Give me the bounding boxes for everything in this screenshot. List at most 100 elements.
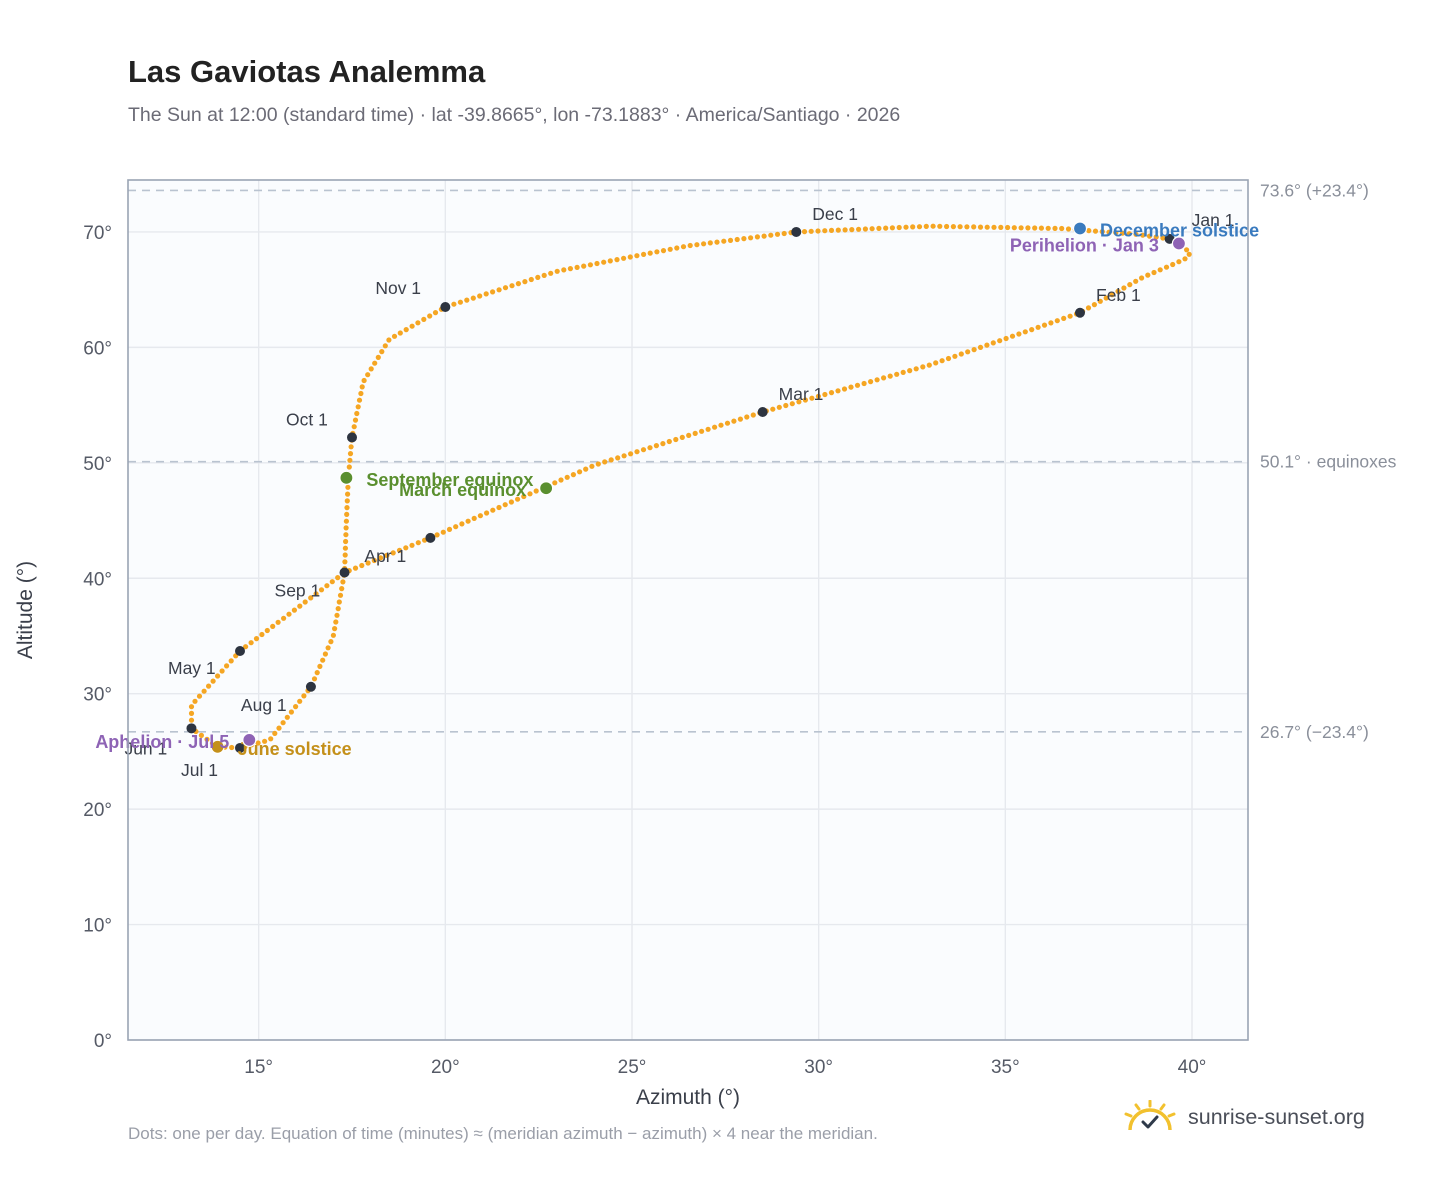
daily-sun-dot xyxy=(346,464,352,470)
daily-sun-dot xyxy=(647,445,653,451)
daily-sun-dot xyxy=(345,484,351,490)
daily-sun-dot xyxy=(1052,225,1058,231)
event-label: March equinox xyxy=(399,480,526,500)
daily-sun-dot xyxy=(796,399,802,405)
daily-sun-dot xyxy=(1085,305,1092,311)
daily-sun-dot xyxy=(243,644,249,650)
daily-sun-dot xyxy=(386,337,392,343)
daily-sun-dot xyxy=(1126,231,1132,237)
month-marker-dot xyxy=(791,226,802,237)
month-marker-label: Aug 1 xyxy=(241,695,287,715)
daily-sun-dot xyxy=(432,310,439,316)
daily-sun-dot xyxy=(490,289,496,295)
month-marker-dot xyxy=(1075,307,1085,318)
daily-sun-dot xyxy=(347,457,353,463)
daily-sun-dot xyxy=(1086,228,1092,234)
daily-sun-dot xyxy=(674,245,680,251)
daily-sun-dot xyxy=(415,320,421,326)
month-marker-label: Jul 1 xyxy=(181,760,218,780)
daily-sun-dot xyxy=(977,344,984,350)
event-label: Perihelion · Jan 3 xyxy=(1010,235,1159,255)
daily-sun-dot xyxy=(339,586,345,592)
daily-sun-dot xyxy=(379,349,385,355)
daily-sun-dot xyxy=(355,404,361,410)
reference-line-label: 50.1° · equinoxes xyxy=(1260,452,1397,472)
daily-sun-dot xyxy=(342,552,348,558)
daily-sun-dot xyxy=(457,299,463,305)
x-tick-label: 30° xyxy=(804,1057,833,1078)
daily-sun-dot xyxy=(634,449,640,455)
plot-background xyxy=(128,180,1248,1040)
daily-sun-dot xyxy=(907,368,913,374)
event-label: June solstice xyxy=(238,739,352,759)
daily-sun-dot xyxy=(577,469,583,475)
daily-sun-dot xyxy=(333,619,339,625)
month-marker-dot xyxy=(339,567,350,578)
month-marker-label: Oct 1 xyxy=(286,409,328,429)
daily-sun-dot xyxy=(971,347,977,353)
daily-sun-dot xyxy=(490,507,496,513)
daily-sun-dot xyxy=(958,351,964,357)
daily-sun-dot xyxy=(347,451,354,457)
daily-sun-dot xyxy=(570,472,577,478)
daily-sun-dot xyxy=(750,412,756,418)
daily-sun-dot xyxy=(391,333,398,339)
daily-sun-dot xyxy=(340,579,346,585)
daily-sun-dot xyxy=(761,233,767,239)
daily-sun-dot xyxy=(554,268,560,274)
daily-sun-dot xyxy=(335,575,341,581)
daily-sun-dot xyxy=(887,373,893,379)
month-marker-dot xyxy=(305,681,316,692)
daily-sun-dot xyxy=(1032,225,1038,231)
daily-sun-dot xyxy=(926,362,932,368)
daily-sun-dot xyxy=(1048,320,1054,326)
daily-sun-dot xyxy=(718,422,724,428)
daily-sun-dot xyxy=(284,714,290,720)
daily-sun-dot xyxy=(933,360,939,366)
chart-subtitle: The Sun at 12:00 (standard time) · lat -… xyxy=(128,104,901,126)
daily-sun-dot xyxy=(628,451,634,457)
brand-logo[interactable]: sunrise-sunset.org xyxy=(1124,1100,1365,1134)
daily-sun-dot xyxy=(1059,225,1065,232)
daily-sun-dot xyxy=(515,281,522,287)
daily-sun-dot xyxy=(359,384,365,390)
daily-sun-dot xyxy=(552,480,558,486)
daily-sun-dot xyxy=(281,615,287,621)
daily-sun-dot xyxy=(390,550,396,556)
x-tick-label: 25° xyxy=(618,1057,647,1078)
daily-sun-dot xyxy=(883,225,889,231)
x-tick-label: 35° xyxy=(991,1057,1020,1078)
daily-sun-dot xyxy=(318,587,325,593)
daily-sun-dot xyxy=(822,228,828,234)
daily-sun-dot xyxy=(1160,235,1166,241)
daily-sun-dot xyxy=(329,579,335,585)
daily-sun-dot xyxy=(869,226,875,232)
daily-sun-dot xyxy=(286,611,292,617)
daily-sun-dot xyxy=(396,547,403,553)
daily-sun-dot xyxy=(522,279,528,285)
daily-sun-dot xyxy=(900,369,906,375)
daily-sun-dot xyxy=(421,316,427,322)
reference-lines: 73.6° (+23.4°) 50.1° · equinoxes 26.7° (−2… xyxy=(128,180,1397,742)
daily-sun-dot xyxy=(188,710,195,717)
daily-sun-dot xyxy=(465,518,471,524)
daily-sun-dot xyxy=(215,673,221,679)
daily-sun-dot xyxy=(434,532,440,538)
month-marker-dot xyxy=(186,723,197,734)
daily-sun-dot xyxy=(276,725,282,731)
daily-sun-dot xyxy=(1054,318,1060,324)
daily-sun-dot xyxy=(923,223,929,229)
daily-sun-dot xyxy=(1035,324,1041,330)
month-marker-label: Feb 1 xyxy=(1096,285,1141,305)
daily-sun-dot xyxy=(253,636,260,642)
daily-sun-dot xyxy=(815,228,821,234)
y-tick-label: 10° xyxy=(83,916,112,937)
y-tick-label: 40° xyxy=(83,569,112,590)
daily-sun-dot xyxy=(1119,230,1126,236)
daily-sun-dot xyxy=(835,388,841,394)
daily-sun-dot xyxy=(1109,292,1115,298)
daily-sun-dot xyxy=(477,293,483,299)
daily-sun-dot xyxy=(224,663,230,669)
daily-sun-dot xyxy=(459,521,465,527)
daily-sun-dot xyxy=(334,612,340,618)
